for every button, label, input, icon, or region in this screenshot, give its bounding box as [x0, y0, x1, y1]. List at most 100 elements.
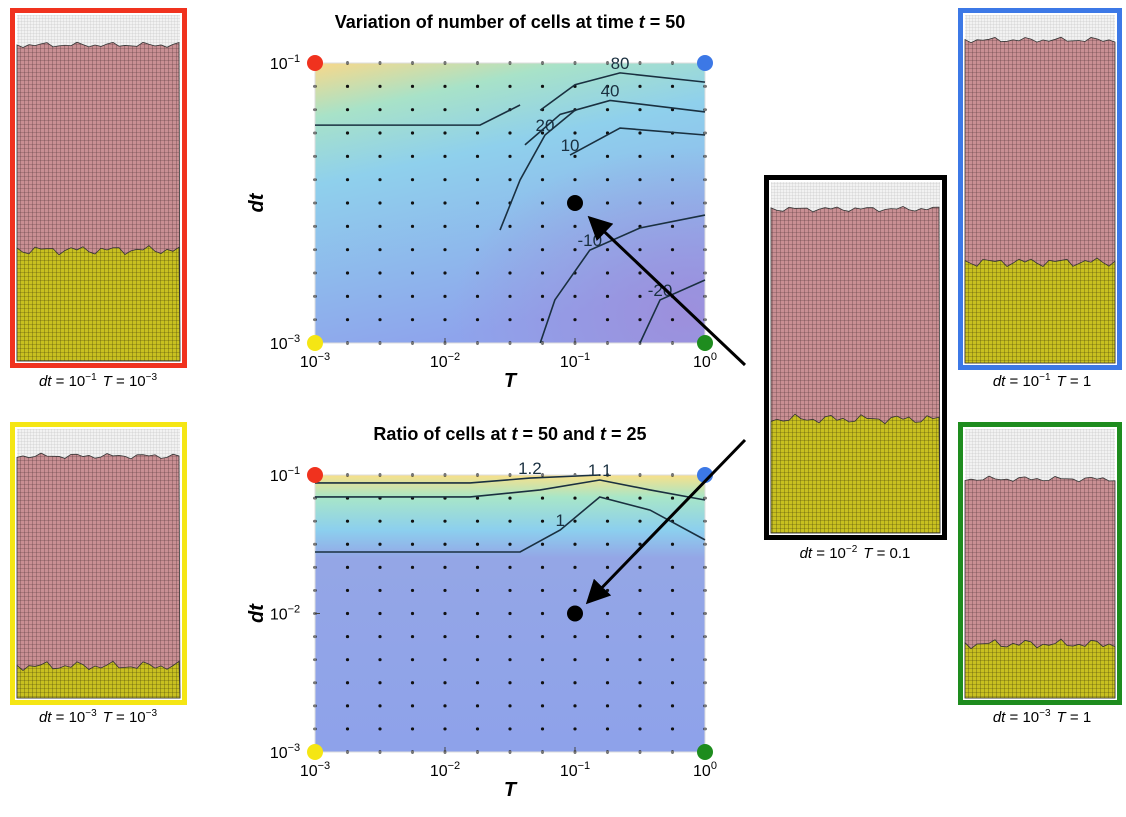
sample-dot [410, 519, 415, 523]
sample-dot [508, 681, 512, 685]
sample-dot [605, 248, 610, 252]
caption-part: dt [993, 373, 1006, 390]
tick-exponent: −3 [318, 351, 331, 363]
sample-dot [345, 704, 350, 708]
contour-line [315, 479, 706, 501]
sample-dot [638, 108, 642, 112]
sample-dot [378, 271, 382, 275]
sample-dot [475, 496, 480, 500]
tick-exponent: −2 [448, 351, 461, 363]
tick-base: 10 [430, 354, 448, 371]
sample-dot [475, 588, 480, 593]
tick-exponent: 0 [711, 351, 717, 363]
highlight-point [307, 744, 323, 760]
sample-dot [605, 201, 610, 205]
caption-part: T [103, 709, 114, 726]
caption-part: dt [39, 709, 52, 726]
sample-dot [573, 496, 577, 500]
caption-part: = 0.1 [872, 545, 910, 562]
sample-dot [540, 294, 545, 298]
sample-dot [378, 565, 382, 569]
caption-part: −1 [85, 372, 97, 383]
title-part: t [600, 424, 607, 444]
sample-dot [508, 658, 512, 662]
sample-dot [605, 704, 610, 708]
sample-dot [443, 271, 447, 275]
contour-label: 40 [601, 81, 620, 100]
sample-dot [508, 154, 512, 158]
sample-dot [410, 154, 415, 158]
sample-dot [443, 294, 447, 298]
sample-dot [670, 588, 675, 593]
sample-dot [638, 658, 642, 662]
tick-exponent: −1 [578, 760, 591, 772]
sample-dot [605, 271, 610, 275]
panel-caption: dt = 10−1 T = 1 [993, 372, 1091, 390]
sample-dot [443, 704, 447, 708]
sample-dot [638, 271, 642, 275]
sample-dot [540, 519, 545, 523]
sample-dot [670, 248, 675, 252]
sample-dot [573, 681, 577, 685]
sample-dot [508, 318, 512, 322]
title-part: = 50 [645, 12, 686, 32]
sample-dot [378, 704, 382, 708]
panel-caption: dt = 10−3 T = 10−3 [39, 708, 157, 726]
sample-dot [605, 611, 610, 616]
sample-dot [345, 588, 350, 593]
tick-base: 10 [270, 56, 288, 73]
sample-dot [508, 131, 512, 135]
sample-dot [475, 224, 480, 228]
sample-dot [345, 271, 350, 275]
y-tick-label: 10−3 [270, 742, 300, 762]
sample-dot [443, 727, 447, 731]
sample-dot [638, 178, 642, 182]
caption-part: = 1 [1066, 373, 1091, 390]
contour-label: -20 [648, 281, 673, 300]
x-tick-label: 10−3 [300, 760, 330, 780]
sample-dot [410, 588, 415, 593]
sample-dot [508, 727, 512, 731]
sample-dot [443, 131, 447, 135]
sample-dot [573, 519, 577, 523]
sample-dot [443, 84, 447, 88]
sample-dot [410, 634, 415, 639]
sample-dot [378, 519, 382, 523]
sample-dot [410, 224, 415, 228]
arrow [587, 215, 747, 367]
sample-dot [378, 248, 382, 252]
sample-dot [605, 727, 610, 731]
sample-dot [540, 271, 545, 275]
x-axis-label: T [504, 370, 518, 392]
chart-title: Variation of number of cells at time t =… [335, 12, 686, 32]
sample-dot [508, 84, 512, 88]
sample-dot [475, 271, 480, 275]
contour-line [539, 214, 706, 344]
sample-dot [378, 84, 382, 88]
title-part: = 25 [606, 424, 647, 444]
sample-dot [443, 681, 447, 685]
x-axis-label: T [504, 779, 518, 801]
tick-base: 10 [560, 763, 578, 780]
contour-label: -10 [578, 231, 603, 250]
sample-dot [410, 131, 415, 135]
sample-dot [378, 634, 382, 639]
contour-line [499, 109, 576, 231]
sample-dot [443, 248, 447, 252]
chart-title: Ratio of cells at t = 50 and t = 25 [373, 424, 646, 444]
sample-dot [670, 271, 675, 275]
sample-dot [508, 496, 512, 500]
caption-part: = 10 [1005, 709, 1039, 726]
sample-dot [410, 108, 415, 112]
caption-part: = 10 [51, 373, 85, 390]
tick-base: 10 [270, 607, 288, 624]
highlight-point [697, 744, 713, 760]
sample-dot [540, 565, 545, 569]
sample-dot [378, 611, 382, 616]
sample-dot [638, 542, 642, 546]
sample-dot [540, 154, 545, 158]
sample-dot [670, 224, 675, 228]
caption-part: = 10 [112, 373, 146, 390]
sample-dot [573, 704, 577, 708]
